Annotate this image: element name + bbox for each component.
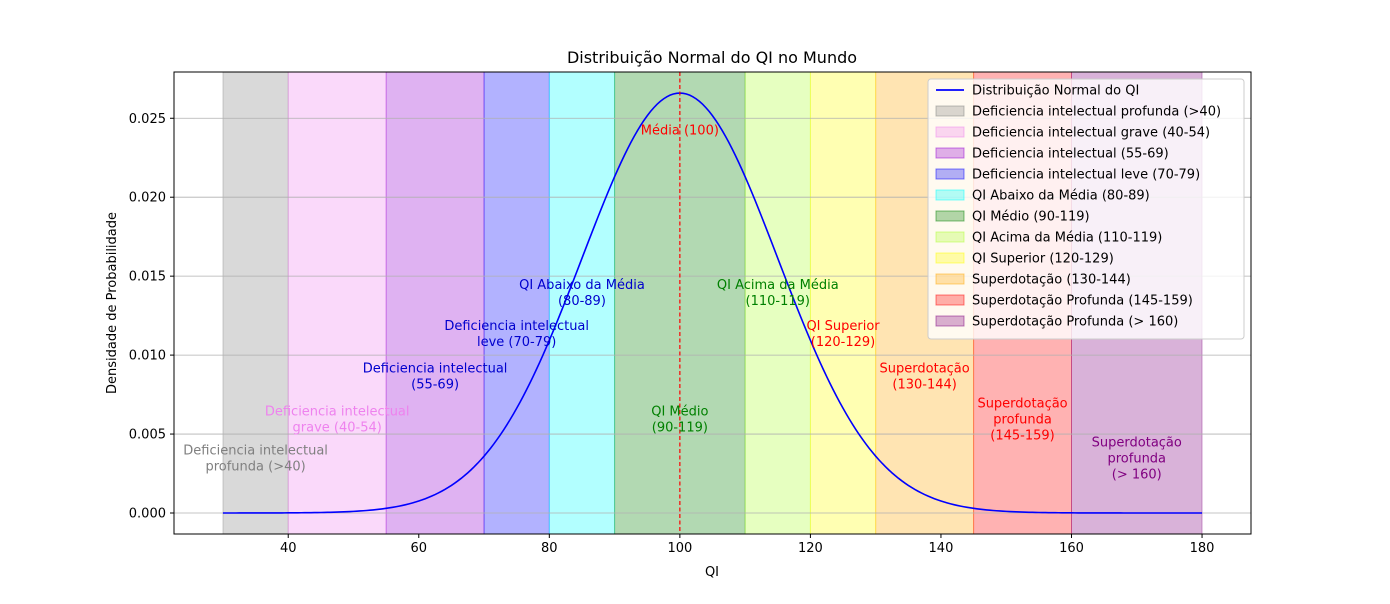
annotation-9-line-2: (145-159) <box>990 428 1054 443</box>
annotation-layer: Média (100)Deficiencia intelectualprofun… <box>183 123 1182 482</box>
annotation-2-line-1: (55-69) <box>411 378 459 393</box>
legend-swatch-7 <box>935 231 965 243</box>
legend-label-9: Superdotação (130-144) <box>972 273 1131 288</box>
legend-label-6: QI Médio (90-119) <box>972 210 1090 225</box>
annotation-6-line-1: (110-119) <box>746 294 810 309</box>
band-3 <box>483 71 550 535</box>
annotation-6-line-0: QI Acima da Média <box>717 278 839 293</box>
annotation-2-line-0: Deficiencia intelectual <box>363 362 508 377</box>
legend-label-1: Deficiencia intelectual profunda (>40) <box>972 105 1221 120</box>
mean-label: Média (100) <box>641 123 719 138</box>
legend-swatch-10 <box>935 294 965 306</box>
band-7 <box>809 71 877 535</box>
annotation-8-line-1: (130-144) <box>892 378 956 393</box>
x-tick-label-3: 100 <box>667 541 692 556</box>
legend-label-3: Deficiencia intelectual (55-69) <box>972 147 1169 162</box>
legend-box <box>927 78 1245 340</box>
annotation-3-line-1: leve (70-79) <box>477 335 556 350</box>
legend-label-7: QI Acima da Média (110-119) <box>972 231 1162 246</box>
y-axis-label: Densidade de Probabilidade <box>105 212 120 394</box>
plot-frame <box>173 71 1252 535</box>
annotation-8-line-0: Superdotação <box>880 362 970 377</box>
annotation-0-line-1: profunda (>40) <box>205 460 305 475</box>
legend-label-0: Distribuição Normal do QI <box>972 84 1139 99</box>
legend-label-5: QI Abaixo da Média (80-89) <box>972 189 1150 204</box>
x-tick-label-5: 140 <box>929 541 954 556</box>
legend: Distribuição Normal do QI Deficiencia int… <box>927 78 1245 340</box>
legend-swatch-5 <box>935 189 965 201</box>
annotation-5-line-0: QI Médio <box>651 404 708 419</box>
legend-swatch-8 <box>935 252 965 264</box>
y-tick-label-5: 0.025 <box>129 112 166 127</box>
annotation-4-line-0: QI Abaixo da Média <box>519 278 645 293</box>
band-1 <box>287 71 387 535</box>
chart-title: Distribuição Normal do QI no Mundo <box>567 48 857 67</box>
legend-swatch-6 <box>935 210 965 222</box>
annotation-7-line-1: (120-129) <box>811 335 875 350</box>
legend-label-11: Superdotação Profunda (> 160) <box>972 315 1178 330</box>
band-2 <box>385 71 485 535</box>
annotation-10-line-0: Superdotação <box>1092 436 1182 451</box>
y-tick-label-1: 0.005 <box>129 428 166 443</box>
x-tick-label-0: 40 <box>280 541 297 556</box>
legend-label-4: Deficiencia intelectual leve (70-79) <box>972 168 1200 183</box>
curve-layer <box>222 72 1203 534</box>
legend-swatch-4 <box>935 168 965 180</box>
y-tick-label-2: 0.010 <box>129 349 166 364</box>
legend-swatch-9 <box>935 273 965 285</box>
annotation-9-line-1: profunda <box>993 412 1052 427</box>
annotation-1-line-0: Deficiencia intelectual <box>265 404 410 419</box>
annotation-7-line-0: QI Superior <box>806 319 880 334</box>
y-tick-label-0: 0.000 <box>129 507 166 522</box>
legend-label-8: QI Superior (120-129) <box>972 252 1114 267</box>
annotation-10-line-2: (> 160) <box>1112 468 1162 483</box>
y-tick-label-4: 0.020 <box>129 191 166 206</box>
band-0 <box>222 71 289 535</box>
legend-label-2: Deficiencia intelectual grave (40-54) <box>972 126 1210 141</box>
x-tick-label-2: 80 <box>541 541 558 556</box>
legend-swatch-1 <box>935 105 965 117</box>
legend-swatch-3 <box>935 147 965 159</box>
annotation-9-line-0: Superdotação <box>977 396 1067 411</box>
x-axis-label: QI <box>705 565 719 580</box>
normal-curve-line <box>222 92 1203 514</box>
x-tick-label-6: 160 <box>1059 541 1084 556</box>
band-4 <box>548 71 616 535</box>
annotation-4-line-1: (80-89) <box>558 294 606 309</box>
annotation-3-line-0: Deficiencia intelectual <box>444 319 589 334</box>
x-tick-label-7: 180 <box>1190 541 1215 556</box>
annotation-5-line-1: (90-119) <box>652 420 708 435</box>
axes-layer: 40 60 80 100 120 140 160 180 0.000 0.005 0.010 0.01… <box>129 71 1252 556</box>
x-tick-label-1: 60 <box>410 541 427 556</box>
legend-swatch-2 <box>935 126 965 138</box>
x-tick-label-4: 120 <box>798 541 823 556</box>
annotation-1-line-1: grave (40-54) <box>293 420 382 435</box>
legend-swatch-11 <box>935 315 965 327</box>
annotation-0-line-0: Deficiencia intelectual <box>183 444 328 459</box>
y-tick-label-3: 0.015 <box>129 270 166 285</box>
annotation-10-line-1: profunda <box>1107 452 1166 467</box>
legend-label-10: Superdotação Profunda (145-159) <box>972 294 1193 309</box>
